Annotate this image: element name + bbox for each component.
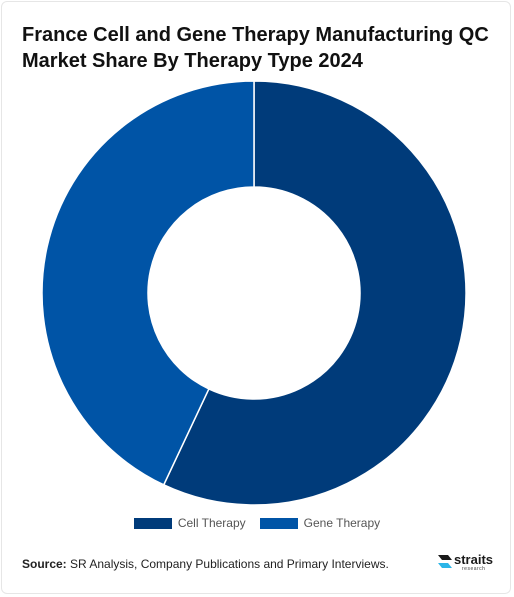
- source-note: Source: SR Analysis, Company Publication…: [22, 557, 389, 571]
- source-text: SR Analysis, Company Publications and Pr…: [66, 557, 389, 571]
- donut-slice-gene-therapy[interactable]: [41, 80, 255, 486]
- legend-item-cell-therapy[interactable]: Cell Therapy: [133, 516, 246, 530]
- chart-legend: Cell Therapy Gene Therapy: [0, 516, 514, 530]
- straits-logo: straits research: [436, 552, 496, 574]
- legend-label-cell-therapy: Cell Therapy: [177, 516, 246, 530]
- legend-label-gene-therapy: Gene Therapy: [303, 516, 381, 530]
- logo-name: straits: [454, 552, 494, 567]
- legend-swatch-cell-therapy: [133, 517, 172, 529]
- donut-slice-cell-therapy[interactable]: [162, 80, 467, 506]
- straits-logo-icon: [438, 555, 452, 568]
- source-label: Source:: [22, 557, 67, 571]
- donut-chart: [41, 80, 467, 506]
- legend-item-gene-therapy[interactable]: Gene Therapy: [259, 516, 381, 530]
- chart-title: France Cell and Gene Therapy Manufacturi…: [22, 24, 489, 72]
- legend-swatch-gene-therapy: [259, 517, 298, 529]
- logo-sub: research: [462, 566, 486, 572]
